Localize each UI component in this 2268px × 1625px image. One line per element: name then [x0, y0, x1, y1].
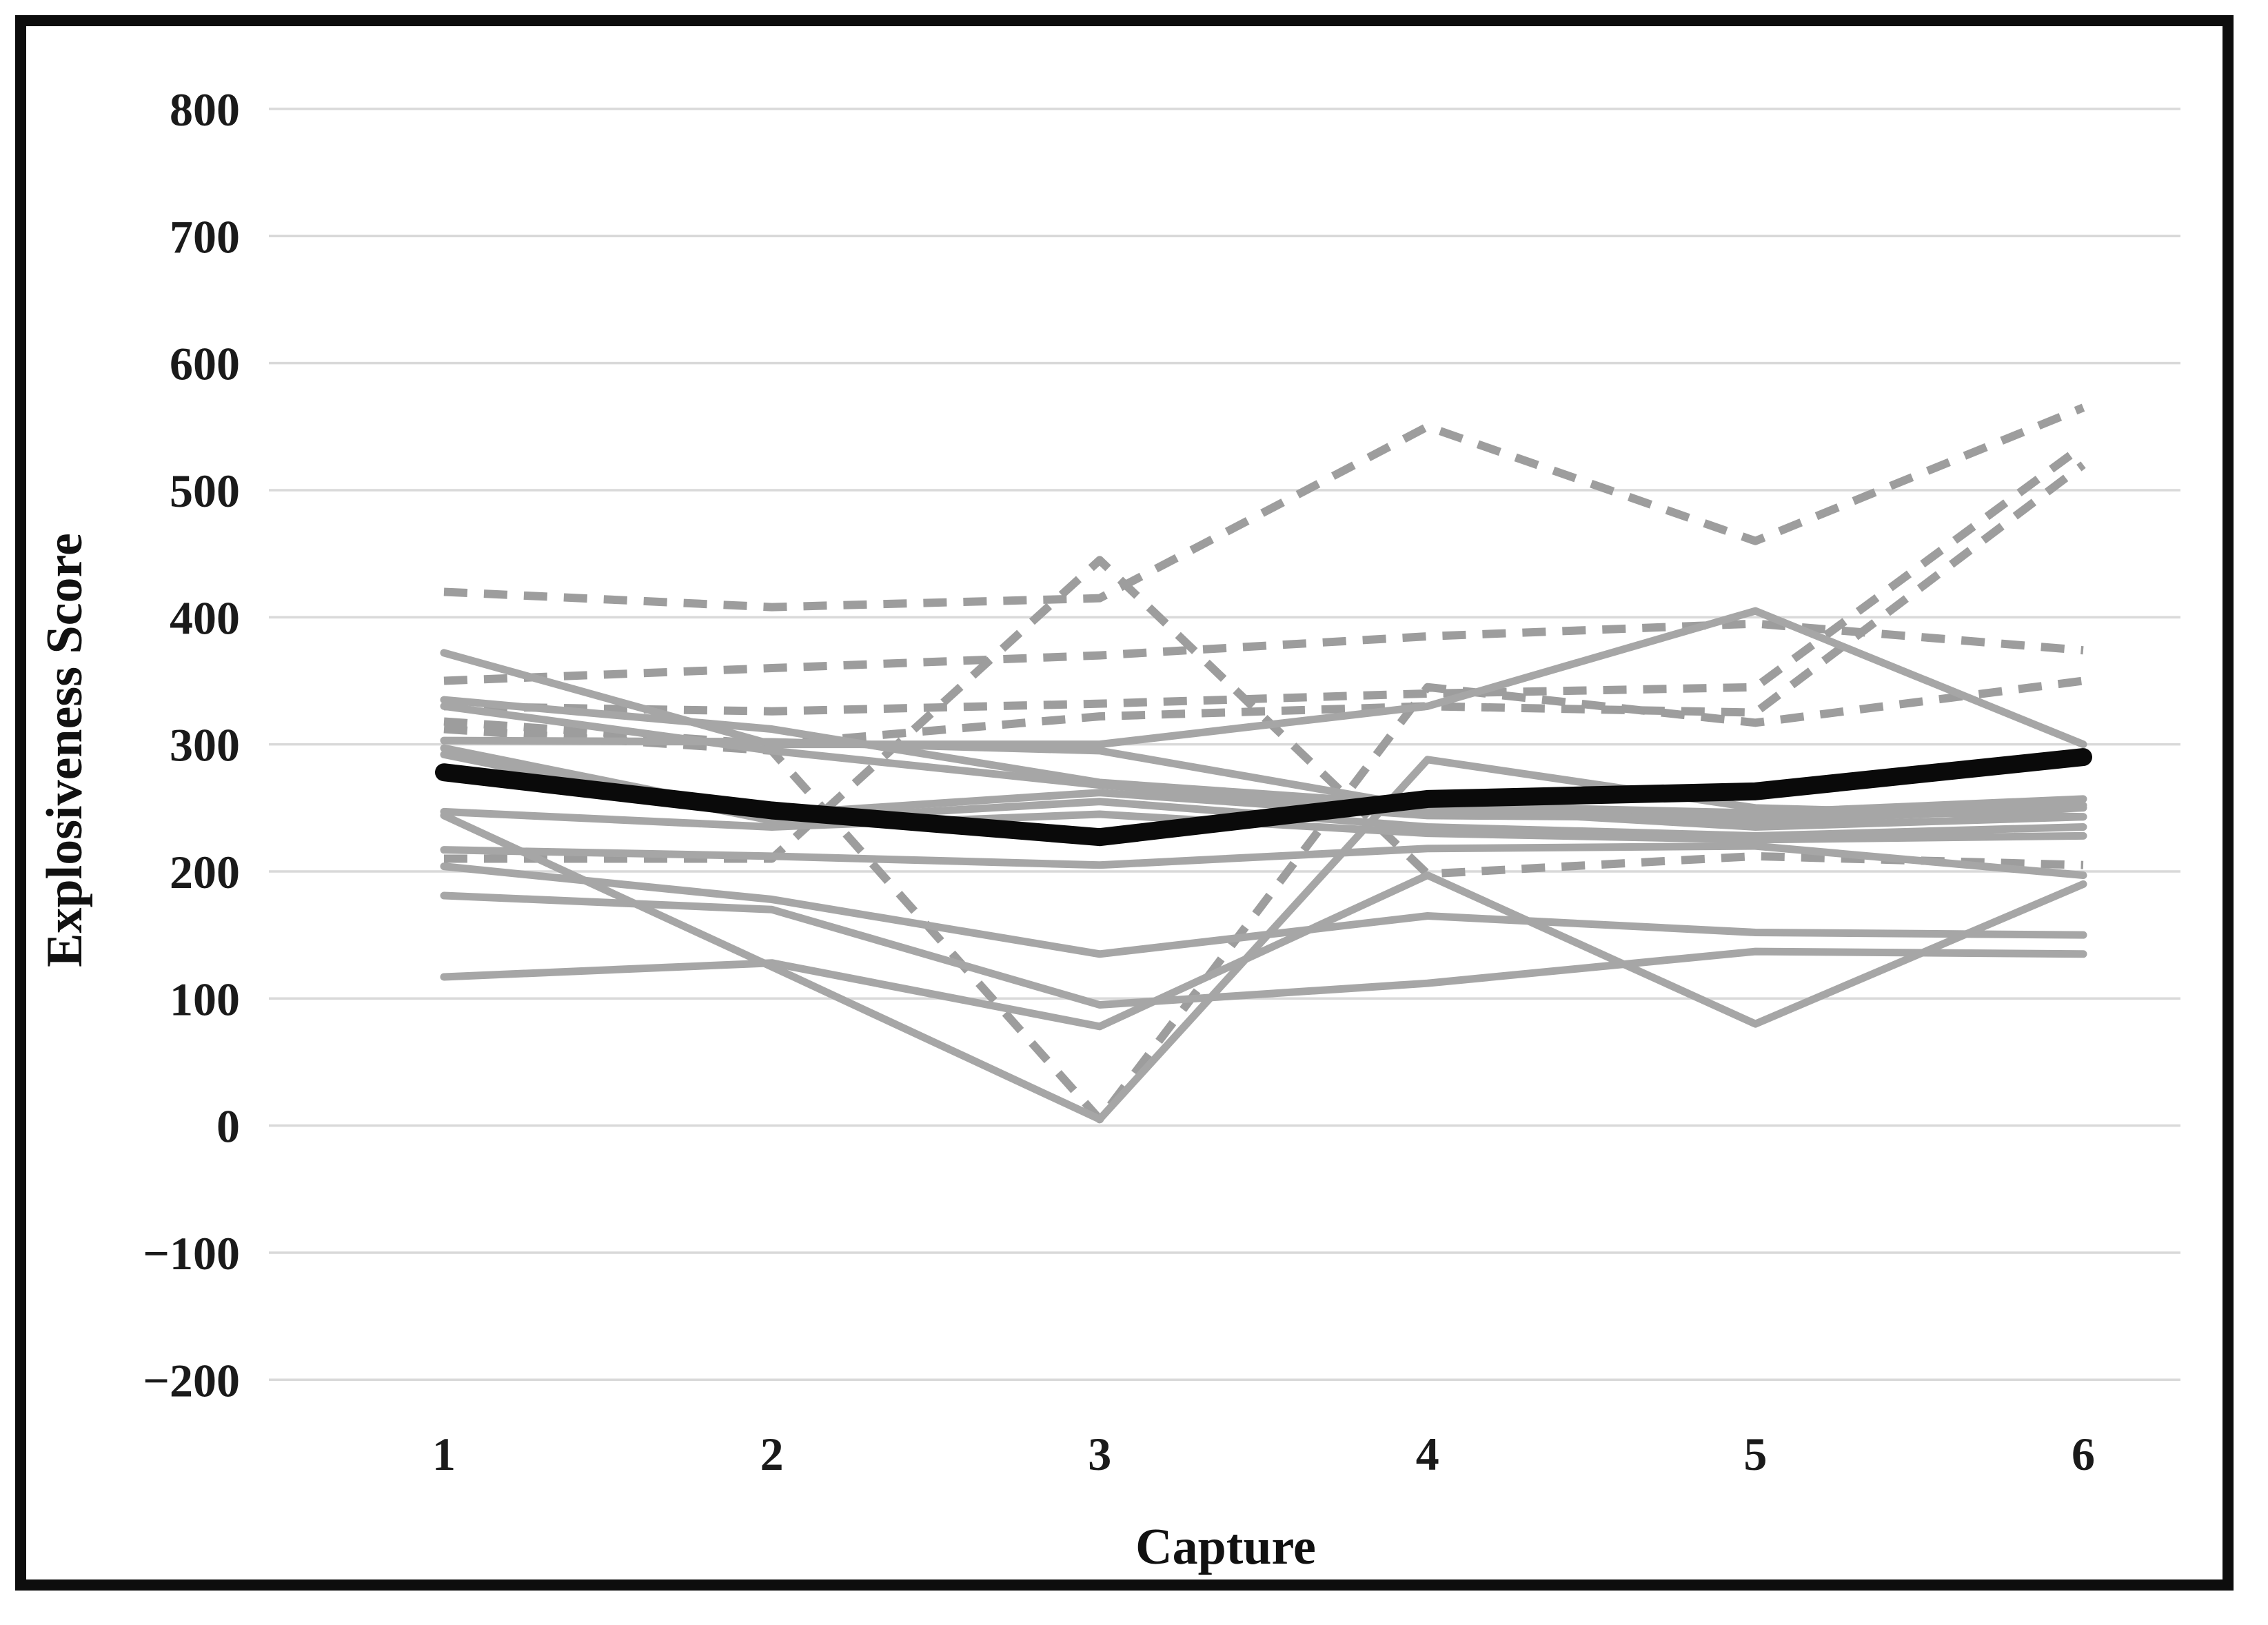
series-individual-dashed-3: [443, 442, 2086, 716]
x-tick-label-1: 1: [432, 1428, 456, 1480]
y-tick-label-700: 700: [170, 210, 240, 263]
x-axis-title: Capture: [1135, 1519, 1316, 1575]
series-individual-solid-1: [440, 607, 2087, 749]
y-tick-label-200: 200: [170, 846, 240, 898]
series-individual-solid-8: [440, 756, 2087, 1123]
series-individual-solid-9: [440, 842, 2087, 880]
y-tick-label-300: 300: [170, 719, 240, 771]
series-individual-dashed-4: [443, 461, 2086, 749]
series-individual-dashed-1: [443, 403, 2085, 612]
series-individual-dashed-2: [443, 619, 2084, 685]
x-tick-label-5: 5: [1743, 1428, 1767, 1480]
series-mean: [435, 748, 2092, 847]
x-tick-label-3: 3: [1088, 1428, 1111, 1480]
y-tick-label--100: −100: [143, 1227, 240, 1280]
x-tick-label-2: 2: [760, 1428, 784, 1480]
series-individual-solid-10: [440, 862, 2087, 958]
y-axis-tick-labels: 800 700 600 500 400 300 200 100 0 −100 −200: [143, 83, 240, 1406]
x-tick-label-4: 4: [1416, 1428, 1439, 1480]
gridlines: [269, 108, 2180, 1382]
y-tick-label-100: 100: [170, 973, 240, 1025]
y-tick-label-0: 0: [216, 1100, 240, 1153]
y-tick-label--200: −200: [143, 1354, 240, 1406]
series-lines: [435, 403, 2092, 1124]
series-individual-dashed-5: [443, 676, 2084, 1124]
x-tick-label-6: 6: [2072, 1428, 2095, 1480]
series-individual-solid-11: [440, 891, 2087, 1009]
y-tick-label-800: 800: [170, 83, 240, 136]
y-tick-label-500: 500: [170, 465, 240, 517]
series-individual-solid-12: [440, 871, 2087, 1031]
series-individual-dashed-6: [444, 556, 2084, 878]
series-individual-solid-4: [440, 736, 2087, 831]
y-tick-label-600: 600: [170, 338, 240, 390]
x-axis-tick-labels: 1 2 3 4 5 6: [432, 1428, 2095, 1480]
y-axis-title: Explosiveness Score: [37, 533, 93, 967]
y-tick-label-400: 400: [170, 592, 240, 644]
